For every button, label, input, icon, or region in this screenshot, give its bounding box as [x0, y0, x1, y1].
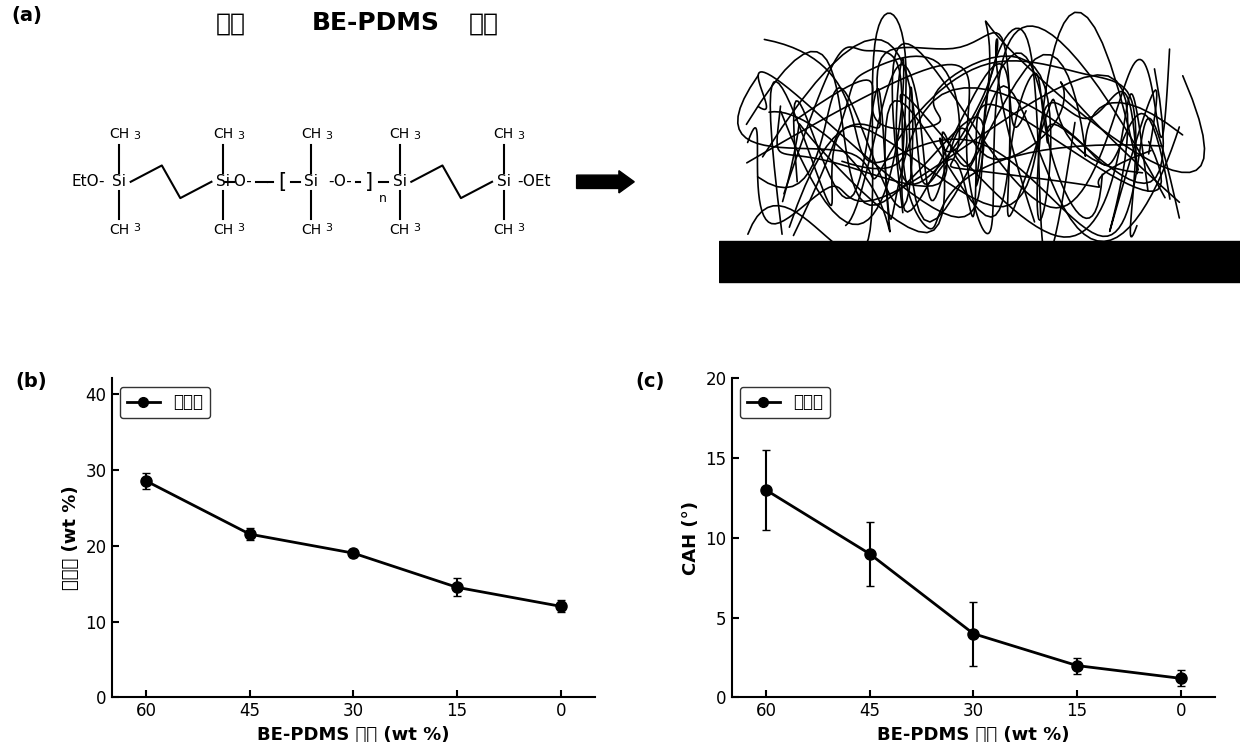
Text: -O-: -O-: [228, 174, 252, 189]
Text: 3: 3: [517, 131, 525, 141]
X-axis label: BE-PDMS 含量 (wt %): BE-PDMS 含量 (wt %): [257, 726, 450, 742]
Text: CH: CH: [109, 127, 129, 141]
Legend: 十六烷: 十六烷: [120, 387, 210, 418]
Text: CH: CH: [494, 223, 513, 237]
Text: 3: 3: [237, 223, 244, 232]
Text: 3: 3: [414, 223, 420, 232]
X-axis label: BE-PDMS 含量 (wt %): BE-PDMS 含量 (wt %): [877, 726, 1070, 742]
Y-axis label: 溶胀率 (wt %): 溶胀率 (wt %): [62, 485, 81, 591]
Text: (c): (c): [635, 372, 665, 391]
Legend: 十六烷: 十六烷: [740, 387, 830, 418]
Text: Si: Si: [393, 174, 407, 189]
Text: 减少: 减少: [216, 11, 246, 35]
Text: CH: CH: [109, 223, 129, 237]
Text: (a): (a): [11, 6, 42, 25]
Text: -O-: -O-: [329, 174, 352, 189]
Text: 3: 3: [133, 131, 140, 141]
Text: -OEt: -OEt: [517, 174, 551, 189]
Text: 3: 3: [237, 131, 244, 141]
Text: CH: CH: [389, 223, 410, 237]
Text: CH: CH: [213, 223, 233, 237]
Text: n: n: [378, 191, 387, 205]
Text: CH: CH: [301, 223, 321, 237]
Text: ]: ]: [366, 172, 373, 191]
Text: Si: Si: [496, 174, 511, 189]
Text: 用量: 用量: [469, 11, 498, 35]
Text: CH: CH: [494, 127, 513, 141]
Text: 3: 3: [325, 131, 332, 141]
Y-axis label: CAH (°): CAH (°): [682, 501, 701, 575]
Text: EtO-: EtO-: [72, 174, 105, 189]
FancyArrow shape: [577, 171, 634, 193]
Text: CH: CH: [213, 127, 233, 141]
Text: [: [: [278, 172, 286, 191]
Text: 3: 3: [517, 223, 525, 232]
Text: CH: CH: [389, 127, 410, 141]
Text: 3: 3: [133, 223, 140, 232]
Text: (b): (b): [15, 372, 47, 391]
Text: BE-PDMS: BE-PDMS: [311, 11, 439, 35]
Text: 3: 3: [414, 131, 420, 141]
Text: CH: CH: [301, 127, 321, 141]
Text: Si: Si: [112, 174, 126, 189]
Bar: [719, 241, 1240, 282]
Text: 3: 3: [325, 223, 332, 232]
Text: Si: Si: [304, 174, 319, 189]
Text: Si: Si: [216, 174, 229, 189]
